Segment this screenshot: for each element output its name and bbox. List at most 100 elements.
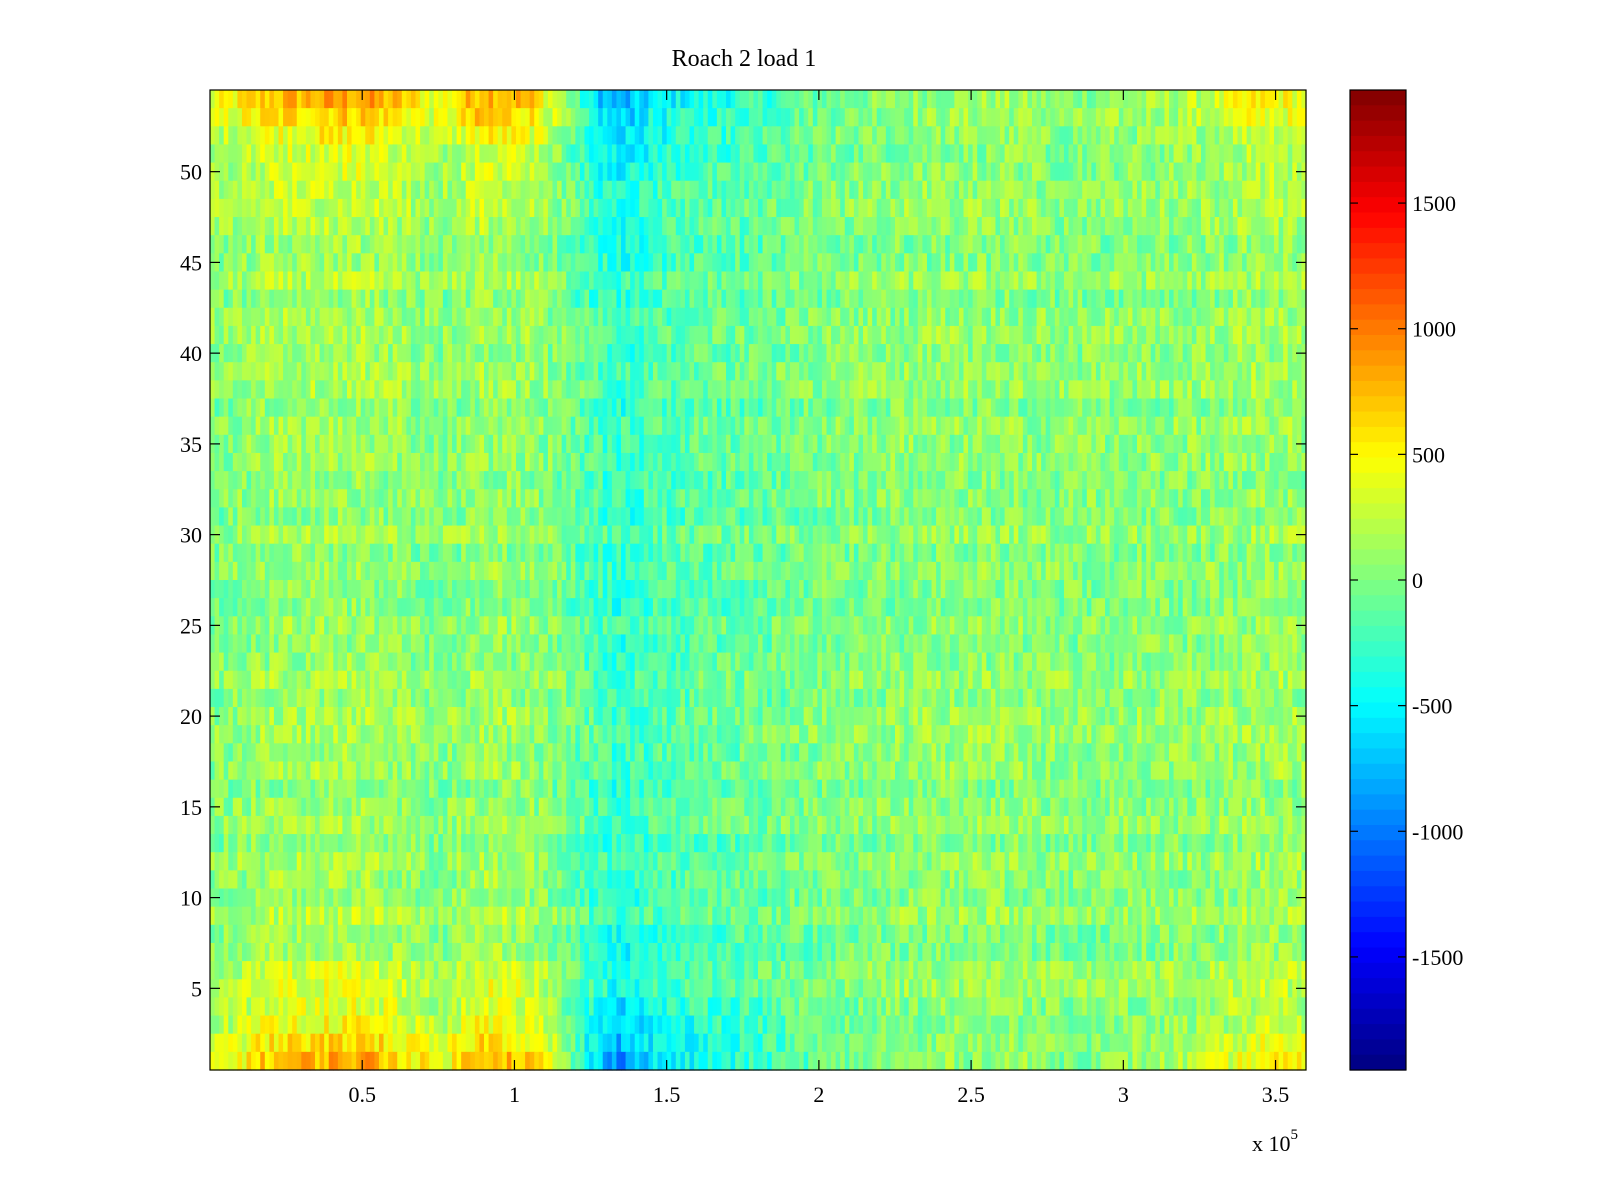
heatmap-cell: [963, 144, 969, 164]
heatmap-cell: [251, 344, 257, 363]
heatmap-cell: [1214, 253, 1220, 273]
heatmap-cell: [378, 398, 385, 418]
heatmap-cell: [657, 289, 663, 309]
heatmap-cell: [369, 90, 375, 109]
heatmap-cell: [1068, 289, 1074, 309]
heatmap-cell: [328, 307, 334, 327]
heatmap-cell: [433, 344, 439, 363]
heatmap-cell: [872, 325, 878, 345]
heatmap-cell: [1059, 180, 1065, 200]
heatmap-cell: [561, 452, 567, 472]
heatmap-cell: [762, 416, 768, 436]
heatmap-cell: [666, 362, 672, 381]
heatmap-cell: [621, 434, 627, 454]
heatmap-cell: [1054, 344, 1060, 363]
heatmap-cell: [1178, 235, 1184, 254]
heatmap-cell: [954, 416, 960, 436]
heatmap-cell: [584, 325, 590, 345]
heatmap-cell: [424, 271, 430, 291]
heatmap-cell: [648, 307, 654, 327]
heatmap-cell: [1164, 398, 1170, 418]
heatmap-cell: [278, 325, 284, 345]
heatmap-cell: [931, 416, 937, 436]
heatmap-cell: [703, 217, 709, 236]
heatmap-cell: [885, 416, 892, 436]
heatmap-cell: [1132, 108, 1138, 127]
heatmap-cell: [1287, 362, 1293, 381]
heatmap-cell: [260, 126, 266, 146]
heatmap-cell: [831, 162, 837, 182]
heatmap-cell: [917, 362, 923, 381]
heatmap-cell: [799, 271, 805, 291]
heatmap-cell: [1260, 434, 1266, 454]
heatmap-cell: [762, 307, 768, 327]
heatmap-cell: [936, 307, 942, 327]
heatmap-cell: [799, 253, 805, 273]
heatmap-cell: [630, 307, 636, 327]
heatmap-cell: [1091, 235, 1097, 254]
heatmap-cell: [515, 126, 522, 146]
heatmap-cell: [315, 90, 321, 109]
heatmap-cell: [1214, 126, 1220, 146]
heatmap-cell: [1182, 434, 1188, 454]
heatmap-cell: [1292, 90, 1298, 109]
heatmap-cell: [949, 325, 955, 345]
heatmap-cell: [853, 90, 860, 109]
heatmap-cell: [602, 198, 608, 218]
heatmap-cell: [1114, 307, 1120, 327]
heatmap-cell: [853, 325, 860, 345]
heatmap-cell: [890, 289, 896, 309]
heatmap-cell: [867, 126, 873, 146]
heatmap-cell: [415, 344, 421, 363]
heatmap-cell: [926, 362, 933, 381]
heatmap-cell: [456, 289, 462, 309]
heatmap-cell: [1237, 217, 1243, 236]
heatmap-cell: [1041, 344, 1047, 363]
heatmap-cell: [424, 253, 430, 273]
heatmap-cell: [831, 452, 837, 472]
heatmap-cell: [424, 198, 430, 218]
heatmap-cell: [726, 362, 732, 381]
heatmap-cell: [378, 144, 385, 164]
heatmap-cell: [1009, 235, 1015, 254]
heatmap-cell: [1068, 271, 1074, 291]
heatmap-cell: [246, 217, 252, 236]
heatmap-cell: [1063, 325, 1070, 345]
heatmap-cell: [744, 144, 750, 164]
heatmap-cell: [1045, 90, 1051, 109]
heatmap-cell: [1223, 380, 1229, 400]
heatmap-cell: [461, 253, 467, 273]
heatmap-cell: [264, 452, 270, 472]
heatmap-cell: [1196, 380, 1202, 400]
heatmap-cell: [703, 416, 709, 436]
heatmap-cell: [1159, 235, 1166, 254]
heatmap-cell: [780, 362, 786, 381]
heatmap-cell: [840, 198, 846, 218]
heatmap-cell: [986, 271, 992, 291]
heatmap-cell: [936, 325, 942, 345]
heatmap-cell: [287, 253, 293, 273]
heatmap-cell: [1013, 362, 1019, 381]
heatmap-cell: [488, 307, 494, 327]
heatmap-cell: [1296, 108, 1303, 127]
heatmap-cell: [1164, 162, 1170, 182]
heatmap-cell: [1214, 198, 1220, 218]
heatmap-cell: [917, 180, 923, 200]
heatmap-cell: [1041, 108, 1047, 127]
heatmap-cell: [789, 325, 796, 345]
heatmap-cell: [821, 289, 828, 309]
heatmap-cell: [863, 180, 869, 200]
heatmap-cell: [1205, 253, 1211, 273]
heatmap-cell: [1287, 307, 1293, 327]
heatmap-cell: [949, 416, 955, 436]
heatmap-cell: [347, 289, 353, 309]
heatmap-cell: [557, 416, 563, 436]
heatmap-cell: [497, 271, 503, 291]
heatmap-cell: [863, 416, 869, 436]
heatmap-cell: [547, 434, 554, 454]
heatmap-cell: [621, 162, 627, 182]
heatmap-cell: [917, 217, 923, 236]
heatmap-cell: [305, 126, 312, 146]
heatmap-cell: [1073, 108, 1079, 127]
heatmap-cell: [342, 126, 348, 146]
